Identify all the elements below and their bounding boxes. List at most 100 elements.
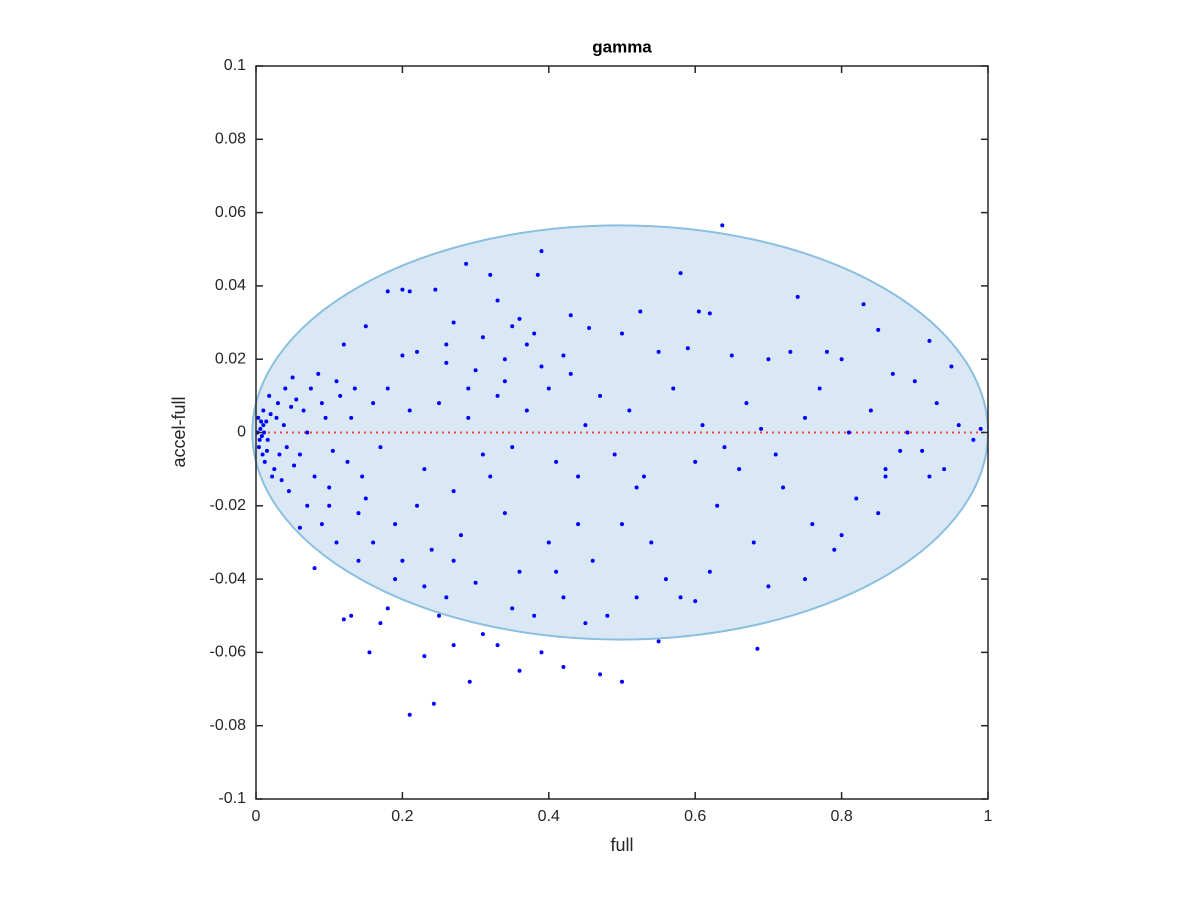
- point: [524, 342, 529, 347]
- point: [367, 650, 372, 655]
- x-tick-label: 0.8: [830, 808, 852, 825]
- point: [297, 452, 302, 457]
- point: [327, 503, 332, 508]
- point: [554, 459, 559, 464]
- point: [638, 309, 643, 314]
- point: [532, 613, 537, 618]
- point: [312, 474, 317, 479]
- point: [883, 467, 888, 472]
- point: [289, 404, 294, 409]
- point: [576, 522, 581, 527]
- point: [466, 415, 471, 420]
- point: [620, 522, 624, 527]
- point: [274, 415, 279, 420]
- point: [327, 485, 332, 490]
- point: [546, 540, 551, 545]
- point: [385, 606, 390, 611]
- point: [466, 386, 471, 391]
- point: [451, 320, 456, 325]
- point: [803, 415, 807, 420]
- point: [517, 668, 522, 673]
- point: [561, 353, 566, 358]
- point: [256, 445, 261, 450]
- point: [971, 437, 976, 442]
- point: [433, 287, 438, 292]
- point: [323, 415, 328, 420]
- point: [693, 459, 698, 464]
- point: [464, 261, 469, 266]
- point: [264, 419, 269, 424]
- point: [286, 489, 291, 494]
- y-tick-label: 0.08: [215, 131, 246, 148]
- point: [707, 311, 712, 316]
- point: [898, 448, 903, 453]
- point: [729, 353, 734, 358]
- point: [671, 386, 676, 391]
- point: [839, 533, 844, 538]
- point: [275, 401, 280, 406]
- y-tick-label: 0.02: [215, 350, 246, 367]
- point: [535, 272, 540, 277]
- point: [722, 445, 727, 450]
- point: [283, 386, 288, 391]
- point: [707, 569, 712, 574]
- point: [883, 474, 888, 479]
- point: [308, 386, 313, 391]
- point: [532, 331, 537, 336]
- point: [378, 621, 383, 626]
- point: [766, 357, 771, 362]
- point: [385, 289, 390, 294]
- point: [539, 249, 544, 254]
- point: [437, 613, 441, 618]
- point: [510, 324, 515, 329]
- point: [265, 437, 270, 442]
- chart-title: gamma: [592, 37, 652, 56]
- point: [927, 338, 932, 343]
- point: [259, 434, 264, 439]
- point: [407, 408, 412, 413]
- point: [949, 364, 954, 369]
- point: [297, 525, 302, 530]
- point: [290, 375, 295, 380]
- point: [473, 368, 478, 373]
- point: [415, 503, 420, 508]
- point: [294, 397, 299, 402]
- point: [258, 426, 263, 431]
- point: [488, 272, 493, 277]
- point: [451, 643, 456, 648]
- point: [393, 522, 398, 527]
- point: [685, 346, 690, 351]
- point: [385, 386, 390, 391]
- x-tick-label: 0.6: [684, 808, 706, 825]
- point: [279, 478, 284, 483]
- point: [341, 617, 346, 622]
- point: [334, 540, 339, 545]
- point: [480, 632, 485, 637]
- point: [444, 360, 449, 365]
- point: [612, 452, 617, 457]
- point: [305, 503, 310, 508]
- point: [393, 577, 398, 582]
- point: [458, 533, 463, 538]
- point: [810, 522, 815, 527]
- y-tick-label: -0.06: [210, 644, 247, 661]
- point: [480, 452, 485, 457]
- point: [693, 599, 698, 604]
- point: [715, 503, 720, 508]
- point: [766, 584, 771, 589]
- point: [371, 540, 376, 545]
- point: [312, 566, 317, 571]
- point: [832, 547, 837, 552]
- point: [744, 401, 749, 406]
- point: [788, 349, 793, 354]
- y-tick-label: 0.04: [215, 277, 246, 294]
- x-tick-label: 0.2: [391, 808, 413, 825]
- point: [400, 287, 405, 292]
- point: [641, 474, 646, 479]
- point: [795, 294, 800, 299]
- point: [277, 452, 282, 457]
- point: [256, 415, 261, 420]
- point: [598, 393, 603, 398]
- point: [260, 452, 265, 457]
